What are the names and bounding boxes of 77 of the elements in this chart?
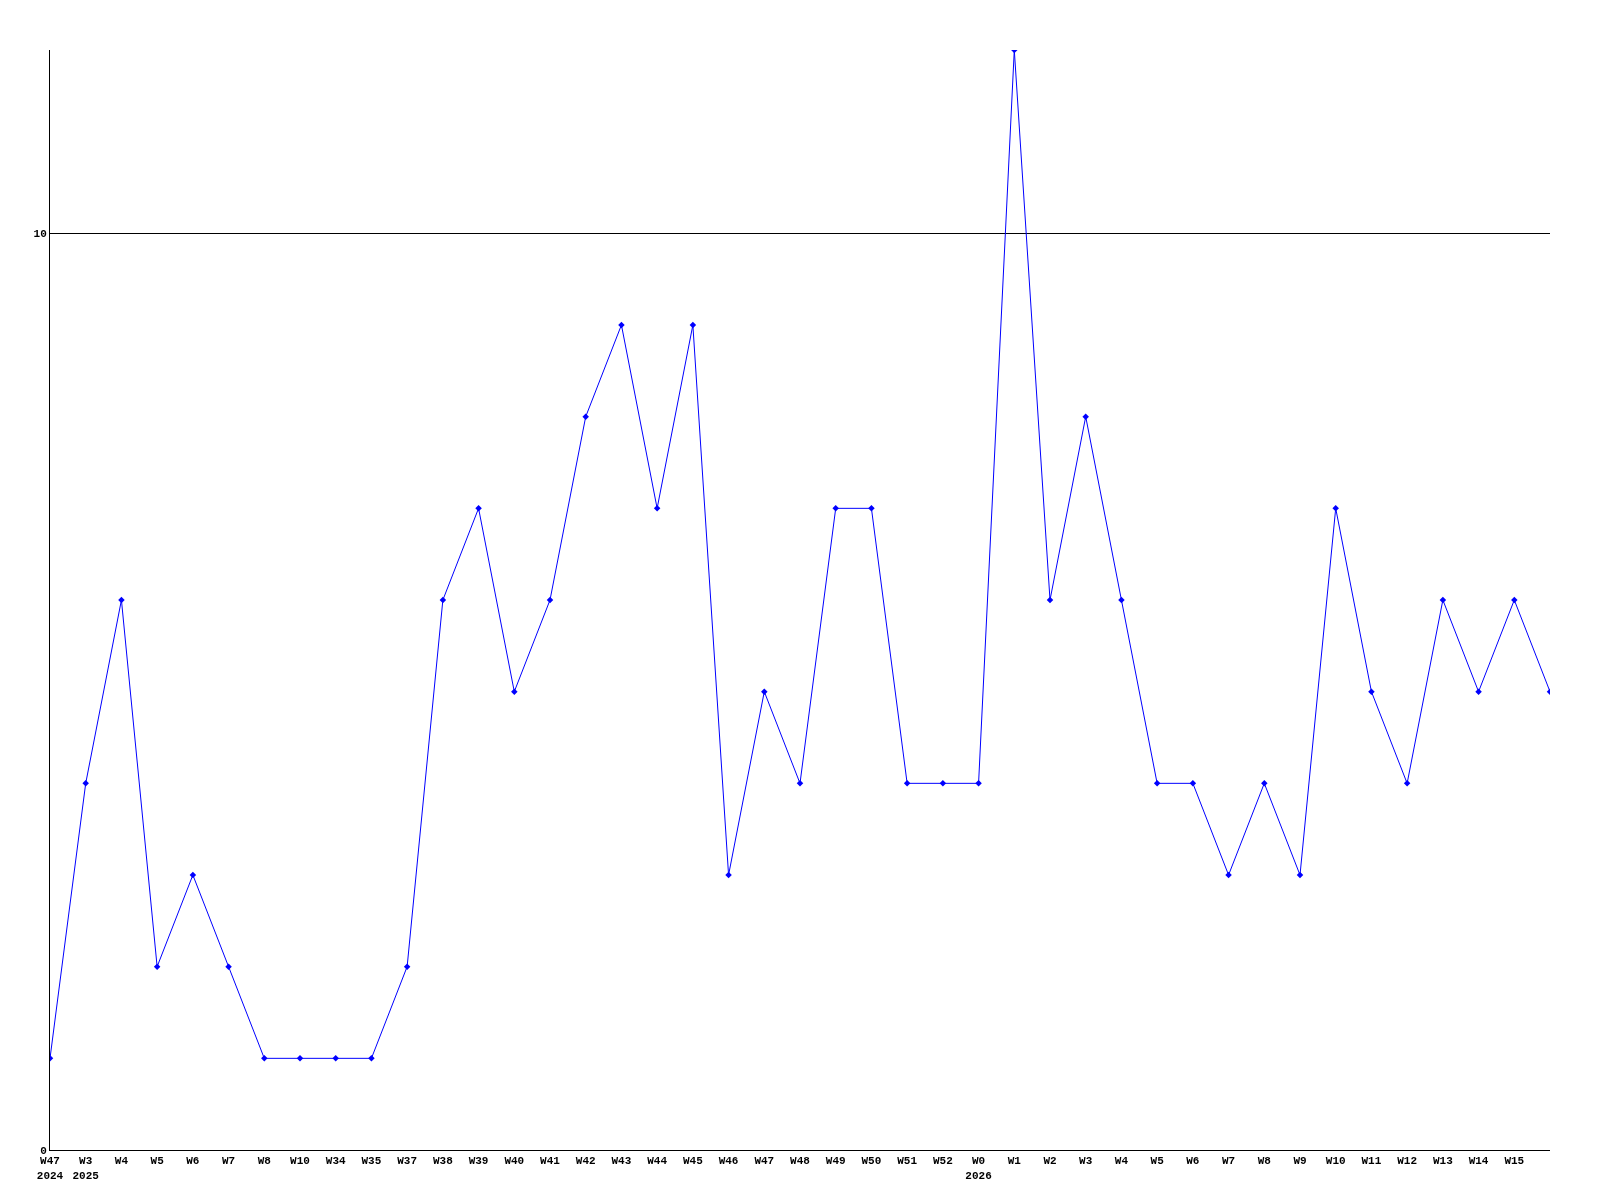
x-tick-label: W35 (361, 1155, 382, 1168)
point (189, 871, 197, 879)
x-tick-label: W5 (150, 1155, 165, 1168)
x-tick-label: W5 (1150, 1155, 1165, 1168)
x-tick-label: W40 (504, 1155, 525, 1168)
x-tick-label: W51 (897, 1155, 918, 1168)
x-tick-label: W4 (114, 1155, 129, 1168)
x-tick-label: W39 (468, 1155, 489, 1168)
point (653, 505, 661, 512)
point (1403, 780, 1411, 787)
x-tick-label: W12 (1397, 1155, 1418, 1168)
point (1475, 688, 1482, 695)
point (225, 963, 232, 970)
point (582, 413, 589, 420)
point (153, 963, 161, 970)
x-tick-label: W10 (1325, 1155, 1346, 1168)
x-tick-label: W41 (540, 1155, 561, 1168)
point (903, 780, 911, 787)
point (1332, 505, 1339, 512)
x-tick-label: W1 (1007, 1155, 1022, 1168)
point (475, 505, 482, 512)
x-tick-label: W10 (290, 1155, 310, 1168)
point (82, 780, 89, 787)
point (1082, 413, 1089, 420)
point (511, 688, 518, 695)
point (332, 1055, 339, 1062)
x-tick-label: W6 (1186, 1155, 1200, 1168)
x-tick-label: W49 (825, 1155, 846, 1168)
point (439, 596, 447, 604)
point (832, 505, 839, 512)
x-tick-label: W42 (575, 1155, 596, 1168)
point (939, 780, 947, 787)
point (689, 321, 697, 329)
y-tick-label: 10 (33, 228, 47, 241)
point (761, 688, 768, 695)
x-tick-label: W6 (186, 1155, 200, 1168)
point (868, 505, 875, 512)
x-tick-label: W4 (1114, 1155, 1129, 1168)
point (368, 1055, 375, 1062)
x-tick-label: W52 (932, 1155, 953, 1168)
x-tick-label: W3 2025 (72, 1155, 100, 1182)
point (546, 596, 554, 604)
point (1189, 780, 1197, 787)
point (1153, 780, 1161, 787)
x-tick-label: W7 (221, 1155, 236, 1168)
x-tick-label: W38 (432, 1155, 454, 1168)
point (975, 780, 982, 787)
x-tick-label: W43 (611, 1155, 632, 1168)
x-tick-label: W8 (257, 1155, 272, 1168)
x-tick-label: W45 (682, 1155, 704, 1168)
x-tick-label: W47 (754, 1155, 775, 1168)
x-tick-label: W3 (1079, 1155, 1093, 1168)
x-tick-label: W13 (1432, 1155, 1454, 1168)
point (1261, 780, 1268, 787)
x-tick-label: W8 (1257, 1155, 1272, 1168)
point (1368, 688, 1375, 695)
x-tick-label: W34 (325, 1155, 347, 1168)
x-tick-label: W44 (647, 1155, 668, 1168)
x-tick-label: W2 (1043, 1155, 1057, 1168)
x-tick-label: W15 (1504, 1155, 1525, 1168)
x-tick-label: W11 (1361, 1155, 1382, 1168)
x-tick-label: W46 (718, 1155, 739, 1168)
point (403, 963, 411, 970)
y-tick-label: 0 (40, 1144, 47, 1157)
x-tick-label: W48 (790, 1155, 811, 1168)
point (261, 1055, 268, 1062)
x-tick-label: W37 (397, 1155, 418, 1168)
line-series (50, 50, 1550, 1062)
x-tick-label: W7 (1221, 1155, 1236, 1168)
x-tick-label: W47 2024 (36, 1155, 64, 1182)
x-tick-label: W0 2026 (965, 1155, 992, 1182)
x-tick-label: W9 (1293, 1155, 1307, 1168)
point (1046, 596, 1054, 604)
point (1296, 871, 1304, 879)
point (1439, 596, 1447, 604)
x-tick-label: W14 (1468, 1155, 1489, 1168)
x-tick-label: W50 (861, 1155, 882, 1168)
